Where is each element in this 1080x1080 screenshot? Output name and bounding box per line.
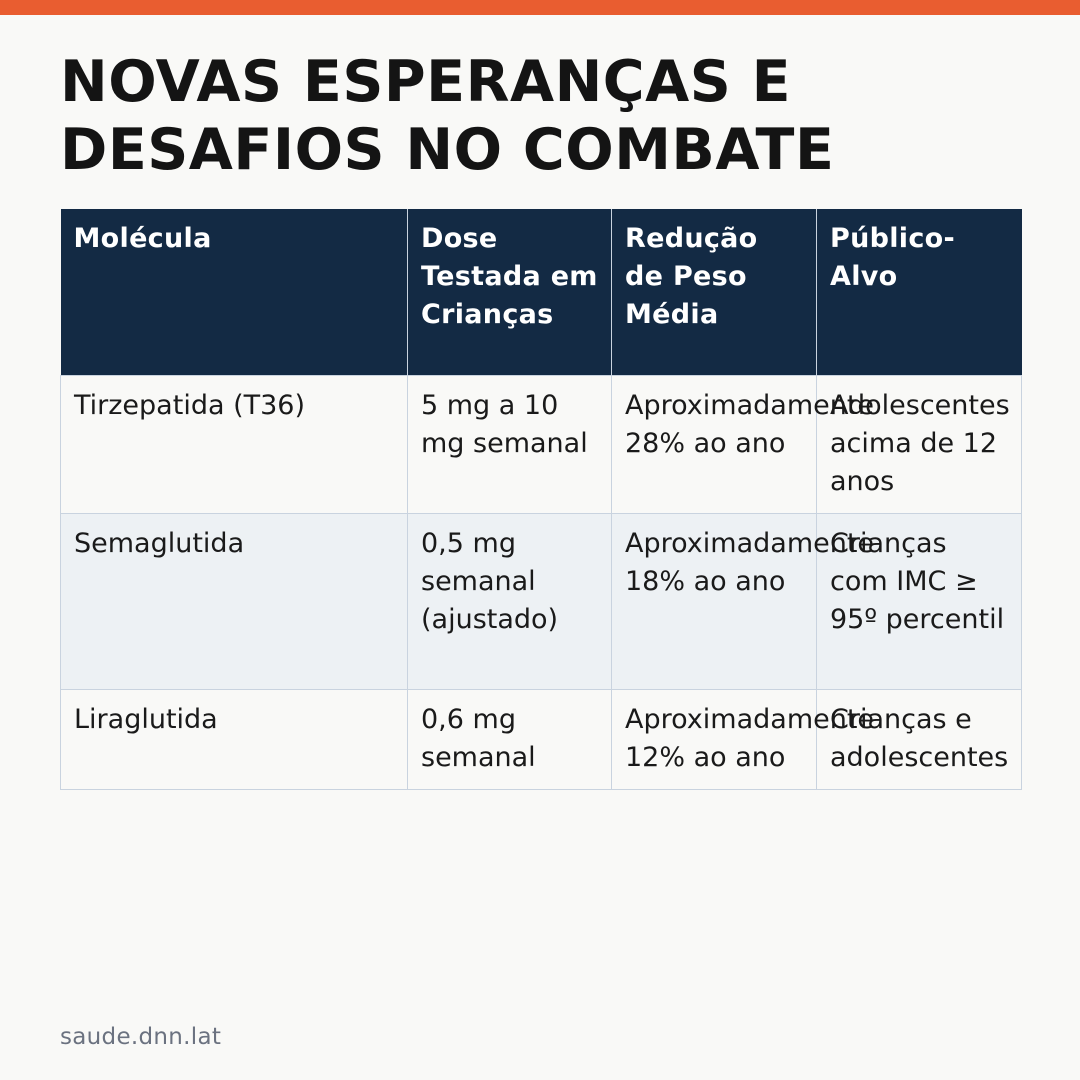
table-row: Tirzepatida (T36) 5 mg a 10 mg semanal A… (60, 374, 1022, 514)
table-row: Semaglutida 0,5 mg semanal (ajustado) Ap… (60, 512, 1022, 690)
cell-publico: Crianças com IMC ≥ 95º percentil (816, 512, 1022, 690)
cell-molecula: Semaglutida (60, 512, 408, 690)
cell-reducao: Aproximadamente 28% ao ano (611, 374, 874, 514)
cell-dose: 0,5 mg semanal (ajustado) (407, 512, 612, 690)
molecules-table: Molécula Dose Testada em Crianças Reduçã… (60, 209, 1022, 790)
header-dose: Dose Testada em Crianças (407, 209, 612, 375)
header-publico: Público-Alvo (816, 209, 1022, 375)
page-title: NOVAS ESPERANÇAS E DESAFIOS NO COMBATE (60, 49, 835, 183)
cell-publico: Crianças e adolescentes (816, 688, 1022, 790)
table-header-row: Molécula Dose Testada em Crianças Reduçã… (60, 209, 1022, 375)
cell-molecula: Liraglutida (60, 688, 408, 790)
footer-source: saude.dnn.lat (60, 1024, 222, 1050)
cell-dose: 5 mg a 10 mg semanal (407, 374, 612, 514)
accent-bar (0, 0, 1080, 15)
cell-reducao: Aproximadamente 18% ao ano (611, 512, 874, 690)
header-molecula: Molécula (60, 209, 408, 375)
table-row: Liraglutida 0,6 mg semanal Aproximadamen… (60, 688, 1022, 790)
header-reducao: Redução de Peso Média (611, 209, 817, 375)
cell-dose: 0,6 mg semanal (407, 688, 612, 790)
cell-publico: Adolescentes acima de 12 anos (816, 374, 1022, 514)
cell-molecula: Tirzepatida (T36) (60, 374, 408, 514)
cell-reducao: Aproximadamente 12% ao ano (611, 688, 874, 790)
